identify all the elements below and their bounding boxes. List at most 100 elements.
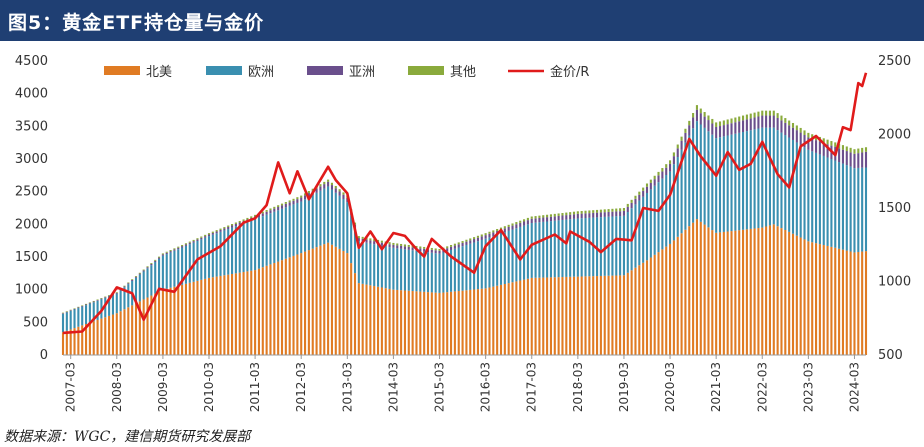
bar-segment-asia (257, 214, 260, 218)
bar-segment-europe (111, 295, 114, 315)
bar-segment-other (584, 210, 587, 214)
bar-segment-north-america (645, 260, 649, 355)
bar-segment-europe (426, 252, 430, 293)
source-note: 数据来源：WGC，建信期货研究发展部 (4, 429, 251, 445)
left-axis-tick-label: 1500 (15, 250, 48, 265)
bar-segment-asia (192, 241, 195, 243)
bar-segment-asia (330, 185, 333, 190)
bar-segment-asia (534, 218, 537, 223)
bar-segment-other (88, 302, 91, 303)
bar-segment-other (181, 244, 184, 247)
bar-segment-other (396, 243, 399, 246)
bar-segment-europe (292, 204, 295, 256)
bar-segment-other (434, 248, 437, 251)
bar-segment-other (457, 242, 460, 245)
bar-segment-other (718, 121, 722, 127)
bar-segment-europe (484, 238, 487, 289)
bar-segment-north-america (154, 293, 157, 355)
chart: 0 500 1000 1500 2000 2500 3000 3500 4000 4500 500 1… (15, 54, 911, 412)
bar-segment-europe (596, 217, 599, 277)
bar-segment-asia (757, 116, 760, 129)
bar-segment-asia (400, 245, 403, 249)
bar-segment-asia (488, 233, 491, 238)
legend-asia-label: 亚洲 (349, 65, 375, 80)
bar-segment-asia (123, 286, 126, 288)
bar-segment-north-america (380, 287, 383, 355)
bar-segment-north-america (192, 281, 195, 355)
bar-segment-europe (115, 293, 118, 314)
bar-segment-north-america (576, 276, 579, 355)
bar-segment-europe (503, 232, 506, 284)
bar-segment-other (692, 112, 695, 118)
bar-segment-europe (711, 134, 714, 231)
bar-segment-asia (346, 197, 349, 203)
bar-segment-other (807, 132, 810, 138)
bar-segment-asia (688, 125, 691, 136)
bar-segment-europe (845, 165, 848, 251)
bar-segment-other (861, 147, 864, 153)
bar-segment-europe (250, 220, 253, 271)
bar-segment-north-america (772, 224, 775, 355)
bar-segment-other (469, 238, 472, 241)
bar-segment-europe (342, 198, 345, 251)
bar-segment-north-america (603, 275, 606, 355)
bar-segment-europe (123, 287, 126, 310)
bar-segment-north-america (361, 283, 364, 355)
bar-segment-asia (653, 179, 656, 186)
bar-segment-other (330, 182, 333, 186)
bar-segment-asia (584, 213, 587, 219)
bar-segment-north-america (165, 288, 168, 355)
bar-segment-europe (265, 214, 268, 266)
bar-segment-asia (131, 280, 134, 281)
bar-segment-asia (703, 116, 706, 128)
bar-segment-asia (96, 300, 99, 301)
bar-segment-europe (572, 218, 576, 277)
bar-segment-asia (603, 212, 606, 217)
bar-segment-asia (630, 202, 633, 209)
bar-segment-north-america (480, 288, 483, 355)
bar-segment-europe (669, 171, 672, 244)
bar-segment-europe (215, 233, 218, 277)
x-axis-tick-label: 2013-03 (340, 362, 354, 412)
bar-segment-asia (108, 295, 111, 297)
bar-segment-europe (461, 246, 464, 291)
bar-segment-europe (450, 249, 453, 292)
bar-segment-other (830, 141, 833, 146)
bar-segment-north-america (392, 289, 395, 355)
bar-segment-other (419, 246, 422, 249)
bar-segment-asia (645, 186, 649, 193)
bar-segment-europe (134, 277, 138, 304)
bar-segment-europe (707, 131, 710, 228)
bar-segment-north-america (261, 267, 264, 355)
bar-segment-asia (430, 249, 433, 253)
bar-segment-asia (411, 247, 414, 251)
bar-segment-asia (223, 228, 226, 231)
bar-segment-other (795, 125, 798, 131)
bar-segment-europe (65, 312, 68, 331)
bar-segment-other (553, 213, 556, 217)
bar-segment-europe (849, 166, 852, 252)
bar-segment-other (596, 209, 599, 213)
bar-segment-asia (446, 248, 449, 252)
bar-segment-north-america (96, 319, 99, 355)
bar-segment-europe (615, 216, 618, 276)
bar-segment-other (123, 285, 126, 287)
bar-segment-asia (177, 247, 180, 250)
bar-segment-europe (315, 192, 318, 248)
bar-segment-other (342, 192, 345, 195)
bar-segment-europe (553, 220, 556, 278)
bar-segment-asia (615, 211, 618, 217)
bar-segment-other (242, 219, 245, 221)
bar-segment-other (127, 282, 130, 284)
bar-segment-asia (845, 151, 848, 166)
bar-segment-other (599, 209, 602, 213)
bar-segment-north-america (403, 290, 406, 355)
bar-segment-europe (177, 249, 180, 286)
bar-segment-north-america (396, 289, 399, 355)
bar-segment-europe (119, 290, 122, 312)
bar-segment-europe (61, 313, 65, 333)
bar-segment-other (104, 296, 107, 298)
bar-segment-other (438, 248, 441, 251)
bar-segment-europe (815, 152, 818, 244)
bar-segment-europe (338, 195, 341, 249)
